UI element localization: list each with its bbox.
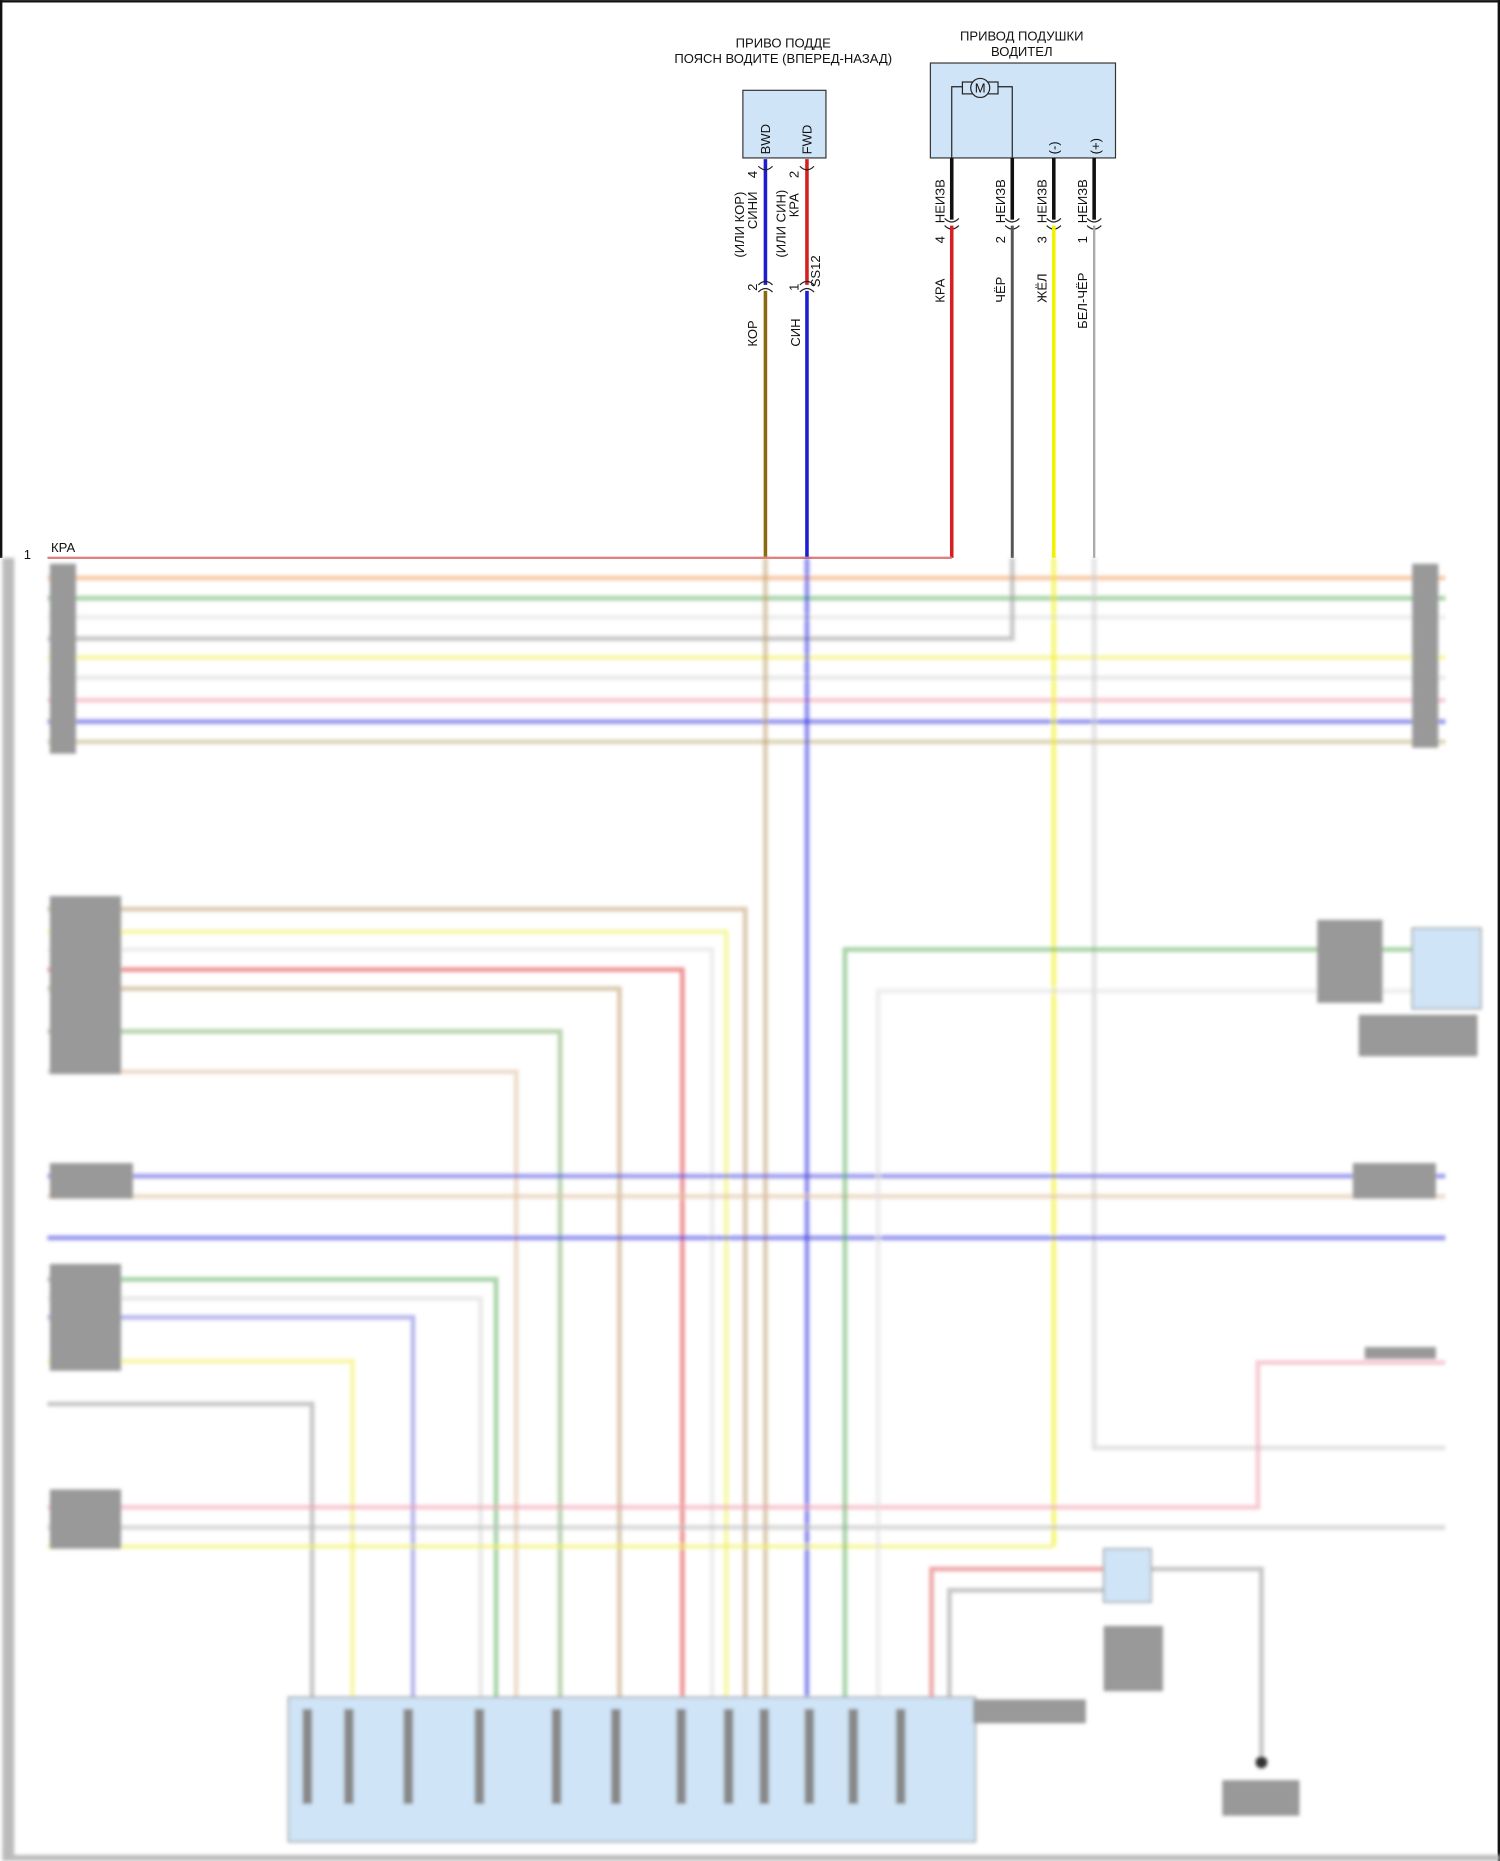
pin-plus: (+) bbox=[1088, 138, 1103, 154]
ecu-pin-labels bbox=[302, 1708, 906, 1804]
wire-2-upper-label: НЕИЗВ bbox=[1035, 179, 1050, 223]
ecu-wire-15 bbox=[47, 986, 622, 1698]
cushion-title-1: ПРИВОД ПОДУШКИ bbox=[960, 28, 1084, 43]
wire-0-pin: 4 bbox=[933, 236, 948, 243]
ecu-wire-25 bbox=[47, 1401, 315, 1698]
ecu-wire-23 bbox=[47, 1314, 416, 1698]
wire-relay-1 bbox=[929, 1566, 1104, 1698]
connector-symbols bbox=[757, 165, 815, 293]
wire-1-lower-label: ЧЁР bbox=[993, 276, 1008, 302]
sensor-component bbox=[1411, 927, 1482, 1010]
conn-pin-fwd: 1 bbox=[787, 284, 802, 291]
belt-actuator-box bbox=[742, 89, 827, 159]
wire-1-upper-label: НЕИЗВ bbox=[993, 179, 1008, 223]
frame-top bbox=[0, 0, 1500, 3]
bus-pin-1: 1 bbox=[24, 547, 31, 562]
pin-fwd: FWD bbox=[800, 125, 815, 155]
pin-minus: (-) bbox=[1047, 141, 1062, 154]
wire-bel-cher-down bbox=[1091, 557, 1446, 1451]
bwd-pin-no: 4 bbox=[745, 171, 760, 178]
ecu-wire-21 bbox=[47, 1277, 499, 1698]
left-edge bbox=[2, 557, 15, 1861]
motor-wiring bbox=[951, 86, 1013, 158]
wire-0-lower-label: КРА bbox=[933, 278, 948, 302]
wire-3-pin: 1 bbox=[1075, 236, 1090, 243]
conn-pin-bwd: 2 bbox=[745, 284, 760, 291]
cushion-actuator: ПРИВОД ПОДУШКИ ВОДИТЕЛ M (-) (+) НЕИЗВ Н… bbox=[929, 28, 1117, 558]
ecu-wire-11 bbox=[47, 906, 748, 1698]
frame-left bbox=[0, 0, 3, 558]
belt-actuator: ПРИВО ПОДДЕ ПОЯСН ВОДИТЕ (ВПЕРЕД-НАЗАД) … bbox=[674, 36, 892, 558]
belt-title-2: ПОЯСН ВОДИТЕ (ВПЕРЕД-НАЗАД) bbox=[674, 51, 892, 66]
frame-right bbox=[1497, 0, 1500, 1861]
bus-label-marks bbox=[49, 563, 1478, 1816]
wire-3-lower-label: БЕЛ-ЧЁР bbox=[1075, 272, 1090, 329]
ecu-wire-14 bbox=[47, 967, 685, 1698]
lower-fwd-wire: СИН bbox=[788, 318, 803, 346]
ecu-wire-16 bbox=[47, 1028, 563, 1698]
wire-ground bbox=[1151, 1566, 1264, 1757]
fwd-wire-color: КРА bbox=[787, 193, 802, 217]
wire-2-lower-label: ЖЁЛ bbox=[1035, 273, 1050, 302]
ecu-module bbox=[287, 1696, 977, 1843]
wire-relay-2 bbox=[946, 1587, 1104, 1698]
fwd-pin-no: 2 bbox=[787, 171, 802, 178]
bwd-wire-color: СИНИ bbox=[745, 192, 760, 230]
wire-0-upper-label: НЕИЗВ bbox=[933, 179, 948, 223]
ecu-wire-12 bbox=[47, 929, 729, 1698]
ecu-wire-26 bbox=[47, 1360, 1446, 1510]
ecu-wire-17 bbox=[47, 1069, 519, 1698]
connector-ss12: SS12 bbox=[808, 255, 823, 287]
wire-1-pin: 2 bbox=[993, 236, 1008, 243]
cushion-actuator-box bbox=[929, 62, 1117, 159]
motor-icon bbox=[970, 77, 991, 99]
belt-title-1: ПРИВО ПОДДЕ bbox=[736, 36, 831, 51]
ecu-wire-22 bbox=[47, 1296, 483, 1698]
wire-2-pin: 3 bbox=[1035, 236, 1050, 243]
harness-blurred-section bbox=[2, 557, 1500, 1861]
bottom-edge bbox=[2, 1854, 1500, 1861]
bwd-wire-alt: (ИЛИ КОР) bbox=[732, 192, 747, 258]
motor-label: M bbox=[975, 81, 986, 96]
ecu-wire-24 bbox=[47, 1358, 355, 1698]
pin-bwd: BWD bbox=[758, 124, 773, 154]
wire-green-sensor bbox=[842, 947, 1413, 1698]
fwd-wire-alt: (ИЛИ СИН) bbox=[774, 190, 789, 258]
ground-icon bbox=[1255, 1756, 1268, 1769]
wire-3-upper-label: НЕИЗВ bbox=[1075, 179, 1090, 223]
relay-component bbox=[1103, 1548, 1152, 1603]
bus-wire-1-label: КРА bbox=[51, 540, 75, 555]
wire-sensor-2 bbox=[875, 988, 1413, 1698]
cushion-title-2: ВОДИТЕЛ bbox=[991, 44, 1053, 59]
ecu-wire-13 bbox=[47, 947, 715, 1698]
lower-bwd-wire: КОР bbox=[745, 320, 760, 347]
bus-wire-5 bbox=[47, 557, 1015, 641]
